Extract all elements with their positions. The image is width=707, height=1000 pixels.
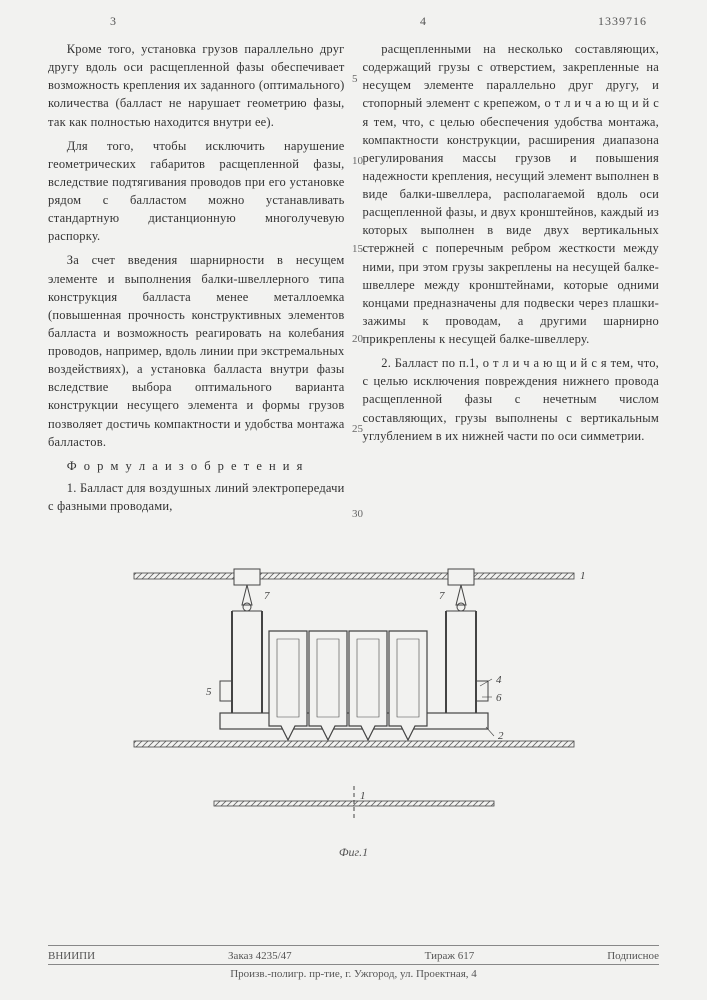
line-num: 5 <box>352 74 358 85</box>
text-columns: Кроме того, установка грузов параллельно… <box>48 40 659 521</box>
footer-address: Произв.-полигр. пр-тие, г. Ужгород, ул. … <box>48 964 659 980</box>
footer-org: ВНИИПИ <box>48 950 95 962</box>
fig-label: 7 <box>264 590 270 602</box>
paragraph: За счет введения шарнирности в несущем э… <box>48 251 345 450</box>
footer-sign: Подписное <box>607 950 659 962</box>
fig-label: 1 <box>580 570 586 582</box>
footer-order: Заказ 4235/47 <box>228 950 292 962</box>
fig-label: 7 <box>439 590 445 602</box>
fig-label: 4 <box>496 674 502 686</box>
paragraph: расщепленными на несколько составляющих,… <box>363 40 660 348</box>
figure-svg: 7 7 5 4 6 2 1 1 <box>114 541 594 841</box>
fig-label: 2 <box>498 730 504 742</box>
line-num: 15 <box>352 244 363 255</box>
page-number-right: 4 <box>420 14 427 29</box>
line-num: 20 <box>352 334 363 345</box>
paragraph: Для того, чтобы исключить нарушение геом… <box>48 137 345 246</box>
fig-label: 6 <box>496 692 502 704</box>
fig-label: 1 <box>360 790 366 802</box>
paragraph: 1. Балласт для воздушных линий электропе… <box>48 479 345 515</box>
line-num: 30 <box>352 509 363 520</box>
fig-label: 5 <box>206 686 212 698</box>
left-column: Кроме того, установка грузов параллельно… <box>48 40 345 521</box>
paragraph: Кроме того, установка грузов параллельно… <box>48 40 345 131</box>
line-num: 10 <box>352 156 363 167</box>
right-column: расщепленными на несколько составляющих,… <box>363 40 660 521</box>
footer-tirazh: Тираж 617 <box>425 950 475 962</box>
line-num: 25 <box>352 424 363 435</box>
figure-caption: Фиг.1 <box>48 845 659 860</box>
figure: 7 7 5 4 6 2 1 1 Фиг.1 <box>48 541 659 860</box>
patent-number: 1339716 <box>598 14 647 29</box>
formula-title: Ф о р м у л а и з о б р е т е н и я <box>48 457 345 475</box>
paragraph: 2. Балласт по п.1, о т л и ч а ю щ и й с… <box>363 354 660 445</box>
page-number-left: 3 <box>110 14 117 29</box>
footer: ВНИИПИ Заказ 4235/47 Тираж 617 Подписное… <box>48 945 659 980</box>
